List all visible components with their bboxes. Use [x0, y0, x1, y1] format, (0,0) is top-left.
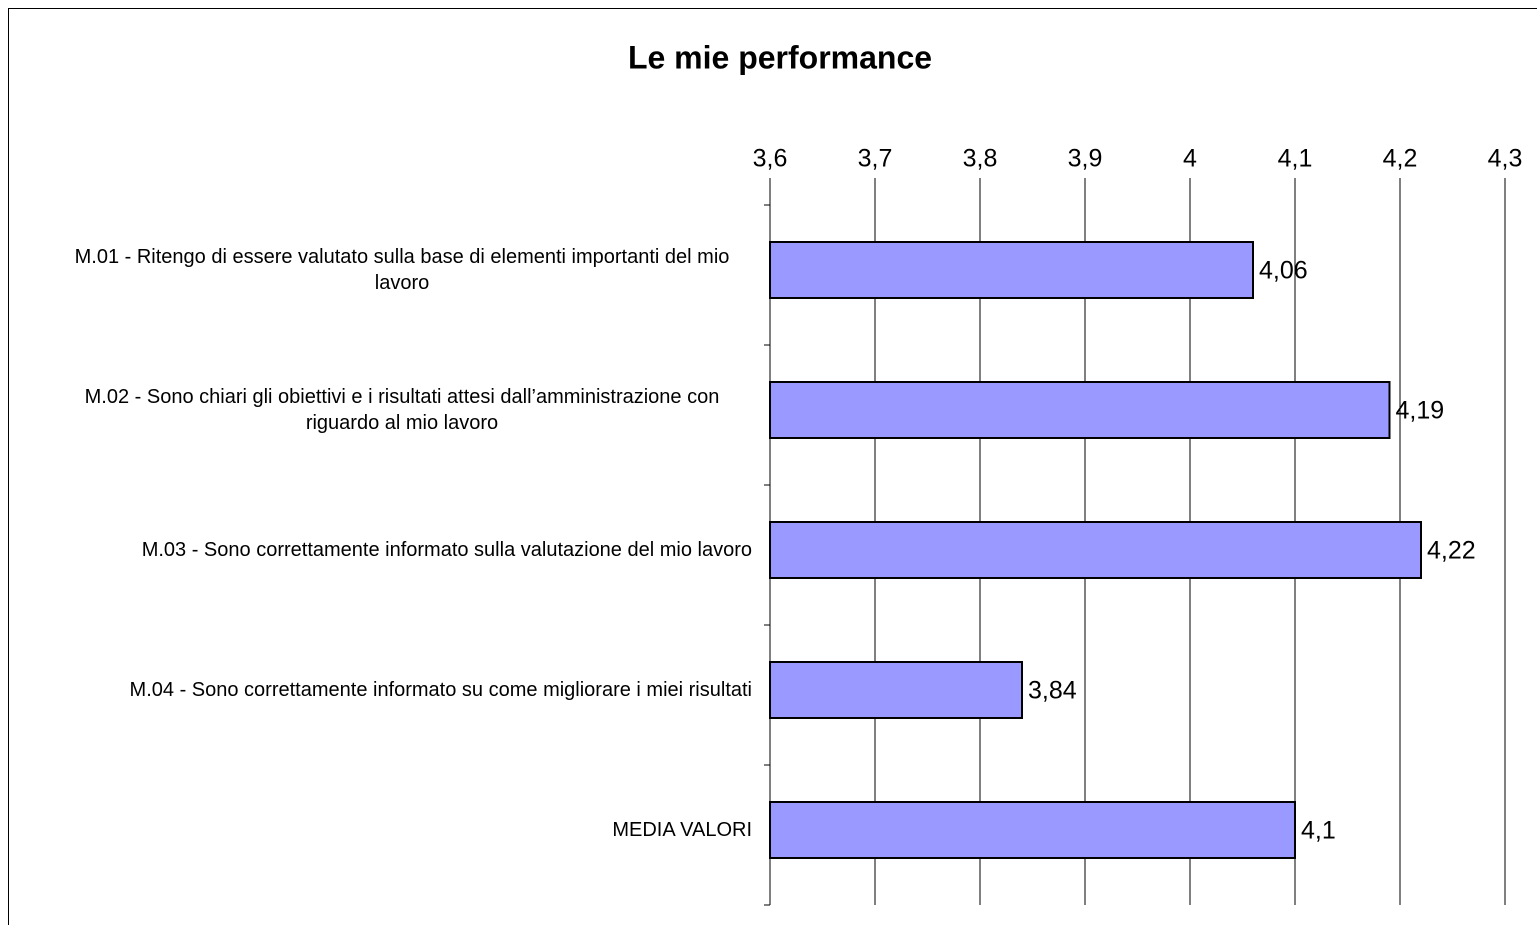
data-label: 4,22 — [1427, 537, 1476, 565]
y-tick-label: M.01 - Ritengo di essere valutato sulla … — [20, 230, 752, 310]
bar — [769, 241, 1254, 299]
bar — [769, 381, 1391, 439]
bar — [769, 521, 1422, 579]
y-tick-label: M.02 - Sono chiari gli obiettivi e i ris… — [20, 370, 752, 450]
category-text: M.02 - Sono chiari gli obiettivi e i ris… — [84, 386, 720, 434]
data-label: 4,1 — [1301, 817, 1336, 845]
x-tick-label: 4 — [1183, 145, 1197, 173]
x-tick-label: 3,9 — [1068, 145, 1103, 173]
category-text: M.04 - Sono correttamente informato su c… — [129, 679, 752, 701]
bar — [769, 801, 1296, 859]
category-text: MEDIA VALORI — [612, 819, 752, 841]
x-tick-label: 3,6 — [753, 145, 788, 173]
x-tick-label: 4,2 — [1383, 145, 1418, 173]
data-label: 3,84 — [1028, 677, 1077, 705]
chart-title: Le mie performance — [628, 39, 932, 75]
chart-frame — [8, 8, 1537, 925]
bar — [769, 661, 1023, 719]
x-tick-label: 3,7 — [858, 145, 893, 173]
x-tick-label: 3,8 — [963, 145, 998, 173]
x-tick-label: 4,1 — [1278, 145, 1313, 173]
y-tick-label: M.04 - Sono correttamente informato su c… — [20, 650, 752, 730]
category-text: M.03 - Sono correttamente informato sull… — [141, 539, 752, 561]
data-label: 4,19 — [1396, 397, 1445, 425]
y-tick-label: M.03 - Sono correttamente informato sull… — [20, 510, 752, 590]
data-label: 4,06 — [1259, 257, 1308, 285]
x-tick-label: 4,3 — [1488, 145, 1523, 173]
y-tick-label: MEDIA VALORI — [20, 790, 752, 870]
category-text: M.01 - Ritengo di essere valutato sulla … — [74, 246, 730, 294]
